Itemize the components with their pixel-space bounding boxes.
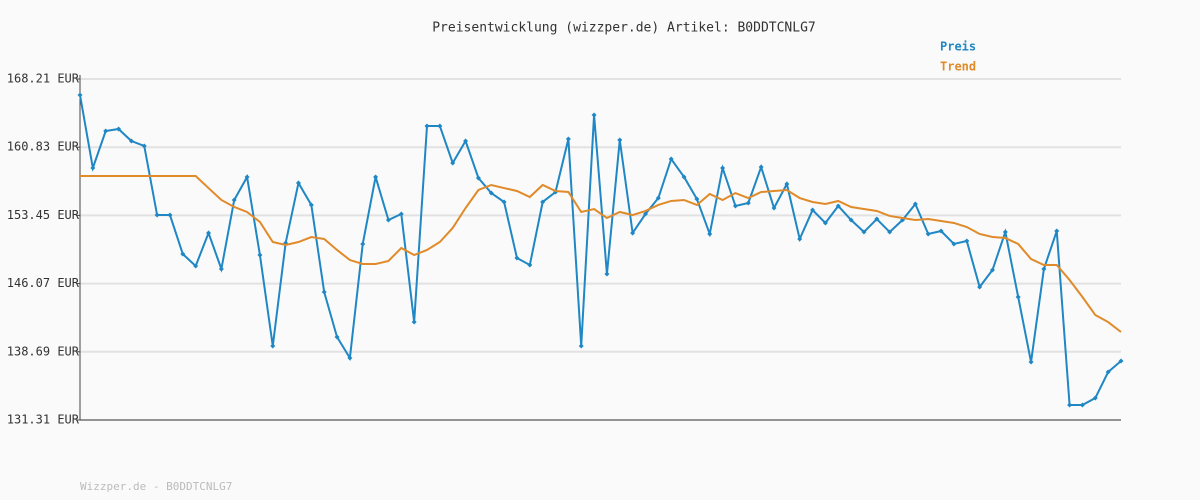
point-marker xyxy=(90,165,96,171)
point-marker xyxy=(180,251,186,257)
point-marker xyxy=(257,252,263,258)
point-marker xyxy=(810,207,816,213)
point-marker xyxy=(771,205,777,211)
point-marker xyxy=(527,262,533,268)
point-marker xyxy=(270,343,276,349)
point-marker xyxy=(77,92,83,98)
point-marker xyxy=(964,238,970,244)
point-marker xyxy=(398,211,404,217)
point-marker xyxy=(694,196,700,202)
point-marker xyxy=(707,231,713,237)
point-marker xyxy=(103,128,109,134)
point-marker xyxy=(347,355,353,361)
point-marker xyxy=(848,217,854,223)
point-marker xyxy=(655,195,661,201)
point-marker xyxy=(1028,359,1034,365)
point-marker xyxy=(167,212,173,218)
y-tick-label: 160.83 EUR xyxy=(7,140,80,154)
point-marker xyxy=(1041,266,1047,272)
point-marker xyxy=(244,174,250,180)
point-marker xyxy=(1092,395,1098,401)
point-marker xyxy=(308,202,314,208)
point-marker xyxy=(617,137,623,143)
point-marker xyxy=(784,181,790,187)
point-marker xyxy=(231,197,237,203)
point-marker xyxy=(193,263,199,269)
point-marker xyxy=(951,241,957,247)
point-marker xyxy=(321,289,327,295)
footer: Wizzper.de - B0DDTCNLG7 xyxy=(80,480,232,493)
point-marker xyxy=(488,190,494,196)
legend-entry: Trend xyxy=(940,60,976,74)
y-tick-label: 168.21 EUR xyxy=(7,72,80,86)
point-marker xyxy=(116,126,122,132)
point-marker xyxy=(591,112,597,118)
point-marker xyxy=(141,143,147,149)
point-marker xyxy=(745,200,751,206)
chart-title: Preisentwicklung (wizzper.de) Artikel: B… xyxy=(432,21,816,36)
point-marker xyxy=(912,201,918,207)
point-marker xyxy=(977,284,983,290)
point-marker xyxy=(630,230,636,236)
y-tick-label: 138.69 EUR xyxy=(7,344,80,358)
point-marker xyxy=(989,267,995,273)
point-marker xyxy=(1067,402,1073,408)
point-marker xyxy=(822,220,828,226)
point-marker xyxy=(540,199,546,205)
point-marker xyxy=(642,211,648,217)
point-marker xyxy=(758,164,764,170)
point-marker xyxy=(128,138,134,144)
point-marker xyxy=(797,236,803,242)
point-marker xyxy=(1118,358,1124,364)
point-marker xyxy=(450,160,456,166)
point-marker xyxy=(385,217,391,223)
point-marker xyxy=(1079,402,1085,408)
point-marker xyxy=(1015,294,1021,300)
point-marker xyxy=(218,266,224,272)
point-marker xyxy=(1002,229,1008,235)
point-marker xyxy=(835,203,841,209)
point-marker xyxy=(501,199,507,205)
point-marker xyxy=(334,334,340,340)
point-marker xyxy=(514,255,520,261)
point-marker xyxy=(206,230,212,236)
point-marker xyxy=(295,180,301,186)
point-marker xyxy=(861,229,867,235)
point-marker xyxy=(360,241,366,247)
point-marker xyxy=(565,136,571,142)
point-marker xyxy=(475,175,481,181)
y-tick-label: 131.31 EUR xyxy=(7,413,80,427)
point-marker xyxy=(732,203,738,209)
y-tick-label: 153.45 EUR xyxy=(7,208,80,222)
point-marker xyxy=(411,319,417,325)
point-marker xyxy=(604,271,610,277)
y-tick-label: 146.07 EUR xyxy=(7,276,80,290)
point-marker xyxy=(1105,369,1111,375)
point-marker xyxy=(437,123,443,129)
point-marker xyxy=(154,212,160,218)
point-marker xyxy=(424,123,430,129)
point-marker xyxy=(373,174,379,180)
series-line xyxy=(80,175,1122,333)
point-marker xyxy=(938,228,944,234)
point-marker xyxy=(720,165,726,171)
point-marker xyxy=(925,231,931,237)
point-marker xyxy=(681,174,687,180)
point-marker xyxy=(463,138,469,144)
point-marker xyxy=(874,216,880,222)
point-marker xyxy=(887,229,893,235)
point-marker xyxy=(578,343,584,349)
point-marker xyxy=(1054,228,1060,234)
legend-entry: Preis xyxy=(940,40,976,54)
point-marker xyxy=(668,156,674,162)
